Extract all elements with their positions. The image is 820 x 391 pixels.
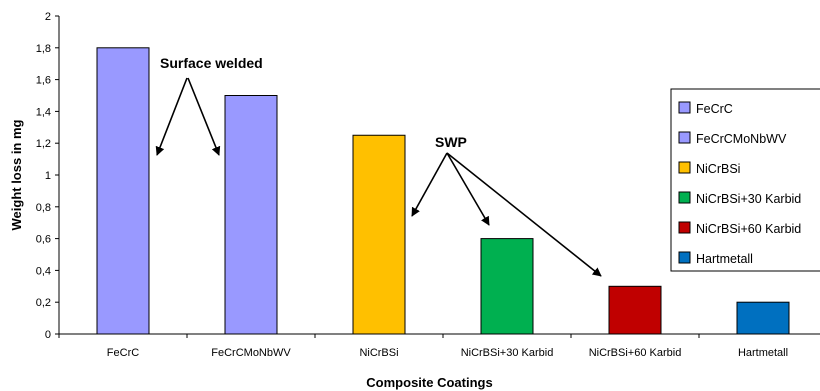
legend-label: FeCrCMoNbWV: [696, 132, 787, 146]
y-tick-label: 2: [45, 11, 51, 23]
bar: [224, 95, 278, 335]
y-tick-label: 1,4: [36, 106, 51, 118]
legend-label: Hartmetall: [696, 252, 753, 266]
annotation-arrow: [446, 152, 602, 277]
legend-box: [670, 88, 820, 272]
legend-label: NiCrBSi: [696, 162, 740, 176]
x-category-label: NiCrBSi+30 Karbid: [461, 347, 554, 359]
legend-label: NiCrBSi+30 Karbid: [696, 192, 801, 206]
legend-label: FeCrC: [696, 102, 733, 116]
x-category-label: NiCrBSi+60 Karbid: [589, 347, 682, 359]
y-axis-title: Weight loss in mg: [9, 119, 24, 230]
bar: [96, 47, 150, 335]
legend-swatch: [678, 101, 691, 114]
y-tick-label: 0,8: [36, 202, 51, 214]
legend-swatch: [678, 131, 691, 144]
annotation-arrow: [155, 77, 188, 156]
y-tick-label: 1: [45, 170, 51, 182]
annotation-arrow: [187, 77, 221, 156]
x-category-label: Hartmetall: [738, 347, 788, 359]
annotation-label-surface-welded: Surface welded: [160, 55, 263, 71]
y-tick-label: 1,6: [36, 75, 51, 87]
annotation-arrow: [411, 152, 448, 217]
legend-swatch: [678, 251, 691, 264]
x-category-label: FeCrC: [107, 347, 139, 359]
x-category-label: FeCrCMoNbWV: [211, 347, 291, 359]
legend-label: NiCrBSi+60 Karbid: [696, 222, 801, 236]
y-tick-label: 0: [45, 329, 51, 341]
annotation-label-swp: SWP: [435, 134, 467, 150]
y-tick-label: 0,4: [36, 265, 51, 277]
y-tick-label: 1,2: [36, 138, 51, 150]
y-tick-label: 0,6: [36, 234, 51, 246]
annotation-arrow: [446, 152, 490, 226]
x-axis-title: Composite Coatings: [366, 375, 492, 390]
bar: [352, 134, 406, 335]
legend-swatch: [678, 221, 691, 234]
y-tick-label: 0,2: [36, 297, 51, 309]
x-category-label: NiCrBSi: [359, 347, 398, 359]
bar: [480, 238, 534, 335]
y-tick-label: 1,8: [36, 43, 51, 55]
bar: [736, 301, 790, 335]
bar: [608, 285, 662, 335]
legend-swatch: [678, 161, 691, 174]
legend-swatch: [678, 191, 691, 204]
